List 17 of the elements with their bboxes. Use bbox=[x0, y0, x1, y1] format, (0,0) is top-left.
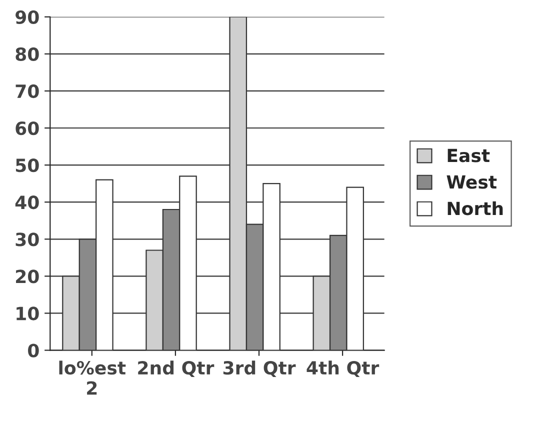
y-tick-label: 70 bbox=[16, 84, 39, 98]
y-tick-label: 50 bbox=[16, 158, 39, 172]
y-tick-label: 60 bbox=[16, 121, 39, 136]
legend-label: West bbox=[446, 175, 497, 189]
legend-label: East bbox=[448, 148, 490, 162]
legend-label: North bbox=[448, 201, 503, 216]
x-tick-label: 3rd Qtr bbox=[223, 360, 296, 378]
y-tick-label: 10 bbox=[16, 306, 39, 320]
y-tick-label: 40 bbox=[15, 196, 39, 210]
y-tick-label: 0 bbox=[28, 344, 39, 358]
x-tick-label: 4th Qtr bbox=[306, 360, 380, 378]
y-tick-label: 90 bbox=[16, 10, 39, 24]
y-tick-label: 20 bbox=[16, 270, 39, 284]
y-tick-label: 30 bbox=[16, 232, 39, 246]
y-tick-label: 80 bbox=[16, 47, 39, 62]
x-tick-label: lo%est 2 bbox=[59, 360, 126, 395]
x-tick-label: 2nd Qtr bbox=[138, 360, 214, 378]
